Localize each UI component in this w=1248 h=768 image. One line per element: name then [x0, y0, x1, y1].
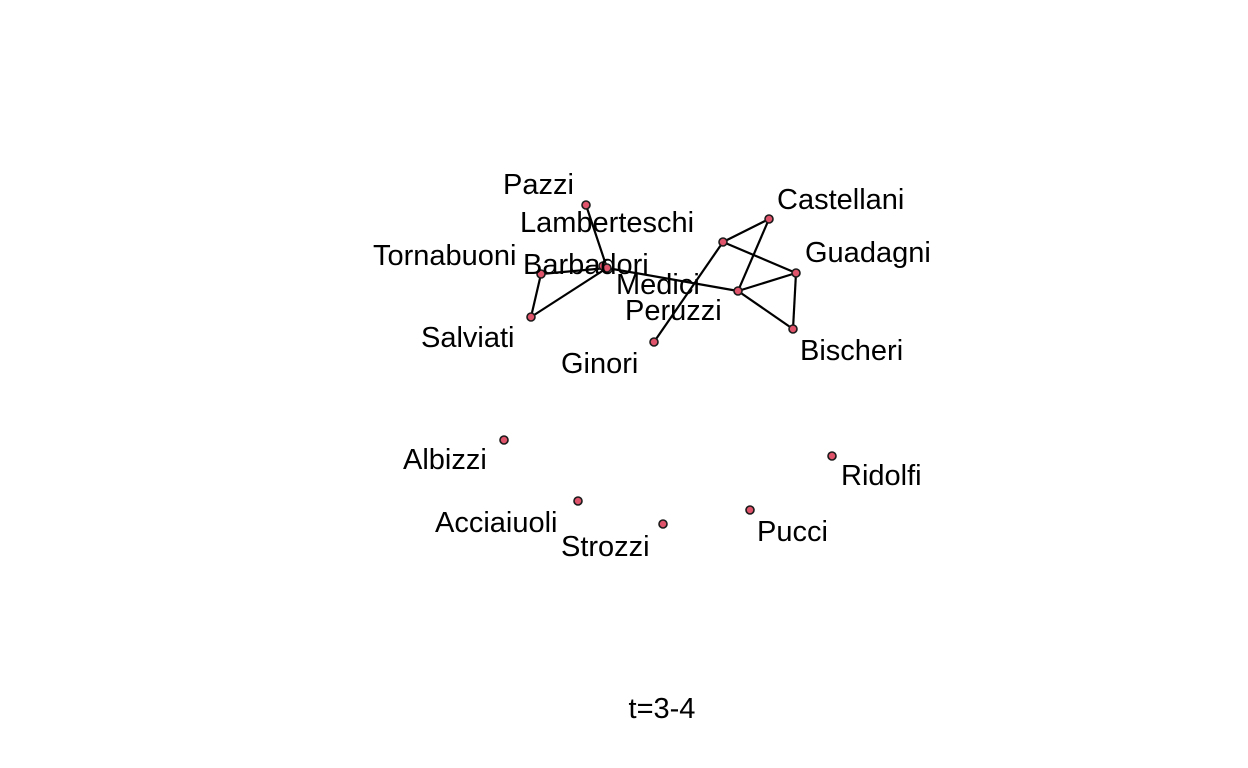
time-caption: t=3-4	[629, 693, 696, 725]
node-acciaiuoli	[573, 496, 583, 506]
node-ginori	[649, 337, 659, 347]
edge-tornabuoni-barbadori	[540, 266, 608, 276]
node-label-ginori: Ginori	[561, 348, 638, 380]
edge-peruzzi-bischeri	[737, 290, 794, 330]
node-bischeri	[788, 324, 798, 334]
node-peruzzi	[733, 286, 743, 296]
edge-barbadori-peruzzi	[606, 266, 739, 293]
node-label-ridolfi: Ridolfi	[841, 460, 922, 492]
edge-medici-guadagni	[722, 240, 797, 275]
node-salviati	[526, 312, 536, 322]
edge-layer	[529, 204, 798, 343]
node-pucci	[745, 505, 755, 515]
node-label-lamberteschi: Lamberteschi	[520, 207, 694, 239]
edge-tornabuoni-salviati	[529, 273, 543, 318]
edge-guadagni-bischeri	[791, 272, 798, 330]
node-strozzi	[658, 519, 668, 529]
edge-castellani-peruzzi	[736, 218, 771, 292]
node-barbadori	[602, 263, 612, 273]
node-label-tornabuoni: Tornabuoni	[373, 240, 517, 272]
node-castellani	[764, 214, 774, 224]
node-label-castellani: Castellani	[777, 184, 904, 216]
node-guadagni	[791, 268, 801, 278]
edge-medici-castellani	[722, 218, 770, 243]
node-label-guadagni: Guadagni	[805, 237, 931, 269]
node-layer	[499, 200, 837, 529]
node-medici	[718, 237, 728, 247]
node-label-pucci: Pucci	[757, 516, 828, 548]
node-ridolfi	[827, 451, 837, 461]
node-label-peruzzi: Peruzzi	[625, 295, 722, 327]
node-label-albizzi: Albizzi	[403, 444, 487, 476]
node-label-salviati: Salviati	[421, 322, 515, 354]
edge-peruzzi-guadagni	[737, 271, 797, 293]
edge-ginori-medici	[653, 241, 724, 343]
node-label-barbadori: Barbadori	[523, 249, 649, 281]
node-label-strozzi: Strozzi	[561, 531, 650, 563]
edge-pazzi-barbadori	[584, 204, 609, 269]
node-pazzi	[581, 200, 591, 210]
node-albizzi	[499, 435, 509, 445]
node-label-pazzi: Pazzi	[503, 169, 574, 201]
edge-salviati-barbadori	[530, 267, 608, 318]
node-label-acciaiuoli: Acciaiuoli	[435, 507, 558, 539]
node-label-bischeri: Bischeri	[800, 335, 903, 367]
node-label-medici: Medici	[616, 269, 700, 301]
node-tornabuoni	[536, 269, 546, 279]
